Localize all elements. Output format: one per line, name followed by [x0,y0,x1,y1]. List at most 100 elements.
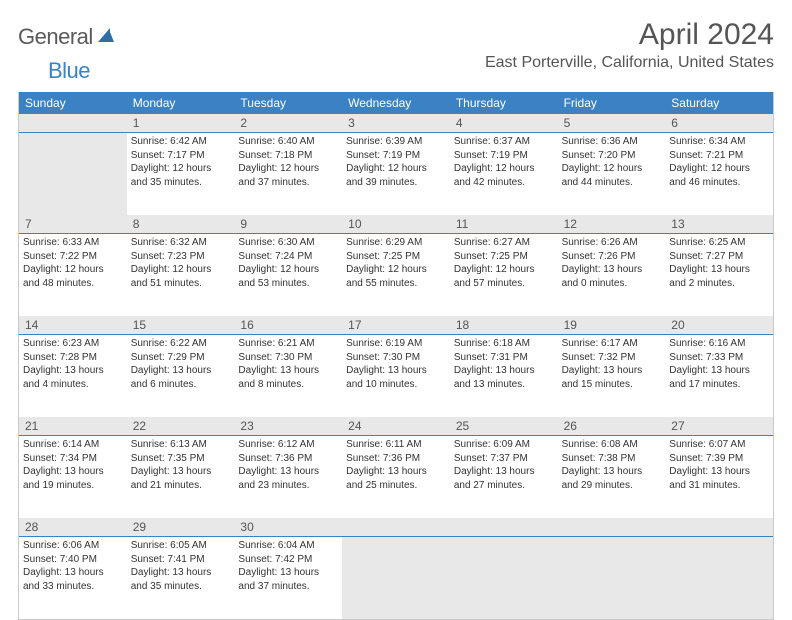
day-number: 28 [19,518,127,536]
day-number [558,518,666,536]
daylight-text: Daylight: 13 hours and 33 minutes. [23,566,122,593]
weekday-header-row: SundayMondayTuesdayWednesdayThursdayFrid… [19,92,773,114]
daylight-text: Daylight: 12 hours and 42 minutes. [454,162,553,189]
sunrise-text: Sunrise: 6:39 AM [346,135,445,149]
sunrise-text: Sunrise: 6:32 AM [131,236,230,250]
day-number: 26 [558,417,666,435]
day-cell: Sunrise: 6:29 AMSunset: 7:25 PMDaylight:… [342,234,450,316]
day-cell: Sunrise: 6:13 AMSunset: 7:35 PMDaylight:… [127,436,235,518]
day-number: 19 [558,316,666,334]
empty-cell [450,537,558,619]
day-cell: Sunrise: 6:23 AMSunset: 7:28 PMDaylight:… [19,335,127,417]
weekday-header: Tuesday [234,92,342,114]
daylight-text: Daylight: 12 hours and 57 minutes. [454,263,553,290]
sunset-text: Sunset: 7:23 PM [131,250,230,264]
day-number: 1 [127,114,235,132]
sunset-text: Sunset: 7:18 PM [238,149,337,163]
empty-cell [19,133,127,215]
day-cell: Sunrise: 6:05 AMSunset: 7:41 PMDaylight:… [127,537,235,619]
week-row: Sunrise: 6:33 AMSunset: 7:22 PMDaylight:… [19,234,773,316]
day-number: 2 [234,114,342,132]
week-row: Sunrise: 6:42 AMSunset: 7:17 PMDaylight:… [19,133,773,215]
daylight-text: Daylight: 13 hours and 13 minutes. [454,364,553,391]
sunset-text: Sunset: 7:34 PM [23,452,122,466]
weeks-container: 123456Sunrise: 6:42 AMSunset: 7:17 PMDay… [19,114,773,620]
sunset-text: Sunset: 7:26 PM [562,250,661,264]
daylight-text: Daylight: 12 hours and 48 minutes. [23,263,122,290]
sunrise-text: Sunrise: 6:23 AM [23,337,122,351]
daylight-text: Daylight: 13 hours and 6 minutes. [131,364,230,391]
day-cell: Sunrise: 6:40 AMSunset: 7:18 PMDaylight:… [234,133,342,215]
day-cell: Sunrise: 6:21 AMSunset: 7:30 PMDaylight:… [234,335,342,417]
daylight-text: Daylight: 13 hours and 0 minutes. [562,263,661,290]
daylight-text: Daylight: 13 hours and 10 minutes. [346,364,445,391]
sunset-text: Sunset: 7:37 PM [454,452,553,466]
sunrise-text: Sunrise: 6:29 AM [346,236,445,250]
weekday-header: Saturday [665,92,773,114]
sunrise-text: Sunrise: 6:16 AM [669,337,768,351]
sunrise-text: Sunrise: 6:14 AM [23,438,122,452]
sunrise-text: Sunrise: 6:04 AM [238,539,337,553]
daylight-text: Daylight: 12 hours and 39 minutes. [346,162,445,189]
day-cell: Sunrise: 6:12 AMSunset: 7:36 PMDaylight:… [234,436,342,518]
sunrise-text: Sunrise: 6:08 AM [562,438,661,452]
day-cell: Sunrise: 6:07 AMSunset: 7:39 PMDaylight:… [665,436,773,518]
day-cell: Sunrise: 6:11 AMSunset: 7:36 PMDaylight:… [342,436,450,518]
daynum-row: 14151617181920 [19,316,773,335]
day-number: 13 [665,215,773,233]
empty-cell [342,537,450,619]
sunrise-text: Sunrise: 6:36 AM [562,135,661,149]
day-number [450,518,558,536]
daylight-text: Daylight: 13 hours and 31 minutes. [669,465,768,492]
day-cell: Sunrise: 6:18 AMSunset: 7:31 PMDaylight:… [450,335,558,417]
sunset-text: Sunset: 7:17 PM [131,149,230,163]
sunrise-text: Sunrise: 6:27 AM [454,236,553,250]
sunrise-text: Sunrise: 6:18 AM [454,337,553,351]
sunrise-text: Sunrise: 6:34 AM [669,135,768,149]
daylight-text: Daylight: 12 hours and 44 minutes. [562,162,661,189]
day-cell: Sunrise: 6:27 AMSunset: 7:25 PMDaylight:… [450,234,558,316]
calendar-page: General April 2024 East Porterville, Cal… [0,0,792,620]
day-number: 7 [19,215,127,233]
day-number: 22 [127,417,235,435]
sunset-text: Sunset: 7:41 PM [131,553,230,567]
sunrise-text: Sunrise: 6:19 AM [346,337,445,351]
day-number: 24 [342,417,450,435]
sunset-text: Sunset: 7:22 PM [23,250,122,264]
day-cell: Sunrise: 6:06 AMSunset: 7:40 PMDaylight:… [19,537,127,619]
daylight-text: Daylight: 13 hours and 29 minutes. [562,465,661,492]
day-cell: Sunrise: 6:32 AMSunset: 7:23 PMDaylight:… [127,234,235,316]
daynum-row: 123456 [19,114,773,133]
sunrise-text: Sunrise: 6:21 AM [238,337,337,351]
sunset-text: Sunset: 7:21 PM [669,149,768,163]
day-cell: Sunrise: 6:36 AMSunset: 7:20 PMDaylight:… [558,133,666,215]
day-number: 6 [665,114,773,132]
logo: General [18,24,118,50]
day-number: 18 [450,316,558,334]
sunset-text: Sunset: 7:40 PM [23,553,122,567]
day-cell: Sunrise: 6:22 AMSunset: 7:29 PMDaylight:… [127,335,235,417]
logo-text-general: General [18,24,93,50]
sunset-text: Sunset: 7:19 PM [346,149,445,163]
sunrise-text: Sunrise: 6:40 AM [238,135,337,149]
day-cell: Sunrise: 6:09 AMSunset: 7:37 PMDaylight:… [450,436,558,518]
daylight-text: Daylight: 12 hours and 51 minutes. [131,263,230,290]
daylight-text: Daylight: 12 hours and 55 minutes. [346,263,445,290]
daylight-text: Daylight: 13 hours and 4 minutes. [23,364,122,391]
sunrise-text: Sunrise: 6:05 AM [131,539,230,553]
sunset-text: Sunset: 7:25 PM [346,250,445,264]
day-number: 16 [234,316,342,334]
sunrise-text: Sunrise: 6:13 AM [131,438,230,452]
day-number: 29 [127,518,235,536]
sunset-text: Sunset: 7:30 PM [346,351,445,365]
daylight-text: Daylight: 13 hours and 19 minutes. [23,465,122,492]
day-cell: Sunrise: 6:08 AMSunset: 7:38 PMDaylight:… [558,436,666,518]
day-number [19,114,127,132]
daynum-row: 282930 [19,518,773,537]
daylight-text: Daylight: 13 hours and 37 minutes. [238,566,337,593]
week-row: Sunrise: 6:06 AMSunset: 7:40 PMDaylight:… [19,537,773,620]
daylight-text: Daylight: 13 hours and 17 minutes. [669,364,768,391]
sunset-text: Sunset: 7:24 PM [238,250,337,264]
weekday-header: Sunday [19,92,127,114]
day-cell: Sunrise: 6:34 AMSunset: 7:21 PMDaylight:… [665,133,773,215]
